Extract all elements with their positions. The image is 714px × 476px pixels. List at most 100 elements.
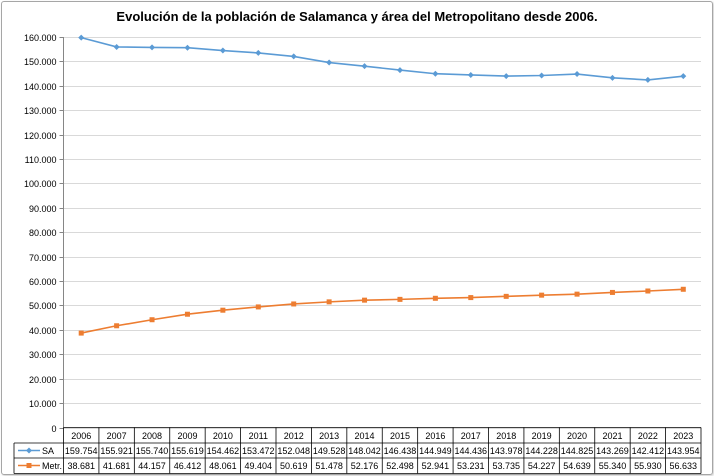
data-table-value: 56.633 <box>670 461 698 471</box>
data-table-value: 38.681 <box>67 461 95 471</box>
data-table-value: 154.462 <box>207 446 240 456</box>
x-category-label: 2023 <box>673 431 693 441</box>
data-point <box>149 317 155 323</box>
data-point <box>609 74 616 81</box>
data-point <box>78 34 85 41</box>
data-point <box>680 73 687 80</box>
legend-marker <box>26 447 32 454</box>
y-tick-label: 10.000 <box>29 399 57 409</box>
data-table-value: 52.498 <box>386 461 414 471</box>
data-table-value: 144.228 <box>525 446 558 456</box>
data-table-value: 52.941 <box>422 461 450 471</box>
data-table-value: 46.412 <box>174 461 202 471</box>
x-category-label: 2015 <box>390 431 410 441</box>
data-point <box>291 301 297 307</box>
data-table-value: 41.681 <box>103 461 131 471</box>
x-category-label: 2012 <box>284 431 304 441</box>
y-tick-label: 40.000 <box>29 326 57 336</box>
y-tick-label: 130.000 <box>24 106 57 116</box>
data-table-value: 50.619 <box>280 461 308 471</box>
legend-label: SA <box>42 446 54 456</box>
data-point <box>644 76 651 83</box>
data-point <box>220 307 226 313</box>
y-tick-label: 140.000 <box>24 82 57 92</box>
series-line-Metr. <box>81 288 684 334</box>
data-table-value: 148.042 <box>348 446 381 456</box>
data-table-value: 48.061 <box>209 461 237 471</box>
x-category-label: 2007 <box>107 431 127 441</box>
x-category-label: 2016 <box>425 431 445 441</box>
y-tick-label: 20.000 <box>29 375 57 385</box>
data-table-value: 144.949 <box>419 446 452 456</box>
y-tick-label: 30.000 <box>29 350 57 360</box>
data-point <box>609 289 615 295</box>
x-category-label: 2011 <box>249 431 268 441</box>
data-point <box>538 72 545 79</box>
data-table-value: 55.930 <box>634 461 662 471</box>
data-table-value: 49.404 <box>245 461 273 471</box>
data-table-value: 143.978 <box>490 446 523 456</box>
data-point <box>503 73 510 80</box>
data-table-value: 155.740 <box>136 446 169 456</box>
y-tick-label: 110.000 <box>25 155 57 165</box>
data-table-value: 143.269 <box>596 446 629 456</box>
data-table-value: 155.619 <box>171 446 204 456</box>
data-table-value: 52.176 <box>351 461 379 471</box>
data-point <box>432 70 439 77</box>
data-point <box>114 323 120 329</box>
data-table-value: 54.227 <box>528 461 556 471</box>
data-point <box>645 288 651 294</box>
data-point <box>255 49 262 56</box>
data-table-value: 153.472 <box>242 446 275 456</box>
y-tick-label: 70.000 <box>29 253 57 263</box>
x-category-label: 2019 <box>532 431 552 441</box>
data-table-value: 51.478 <box>315 461 343 471</box>
data-point <box>113 43 120 50</box>
data-point <box>467 71 474 78</box>
data-point <box>78 330 84 336</box>
data-point <box>326 59 333 66</box>
data-point <box>255 304 261 310</box>
legend-label: Metr. <box>42 461 62 471</box>
series-line-SA <box>81 36 684 81</box>
x-category-label: 2014 <box>355 431 375 441</box>
x-category-label: 2009 <box>177 431 197 441</box>
y-tick-label: 80.000 <box>29 228 57 238</box>
y-tick-label: 50.000 <box>29 301 57 311</box>
x-category-label: 2017 <box>461 431 481 441</box>
x-category-label: 2010 <box>213 431 233 441</box>
x-category-label: 2008 <box>142 431 162 441</box>
data-table-value: 144.825 <box>561 446 594 456</box>
chart-title: Evolución de la población de Salamanca y… <box>116 9 598 24</box>
legend-marker <box>26 463 32 468</box>
x-category-label: 2020 <box>567 431 587 441</box>
x-category-label: 2021 <box>602 431 622 441</box>
data-point <box>184 44 191 51</box>
y-tick-label: 90.000 <box>29 204 57 214</box>
x-category-label: 2013 <box>319 431 339 441</box>
data-point <box>539 292 545 298</box>
data-point <box>219 47 226 54</box>
data-point <box>290 53 297 60</box>
data-point <box>680 286 686 292</box>
data-point <box>397 296 403 302</box>
y-tick-label: 160.000 <box>24 33 57 43</box>
data-point <box>361 63 368 70</box>
y-tick-label: 120.000 <box>24 131 57 141</box>
x-category-label: 2018 <box>496 431 516 441</box>
data-table-value: 146.438 <box>384 446 417 456</box>
data-table-value: 44.157 <box>138 461 166 471</box>
y-tick-label: 100.000 <box>24 179 57 189</box>
y-tick-label: 150.000 <box>24 57 57 67</box>
data-table-value: 142.412 <box>632 446 665 456</box>
data-point <box>574 291 580 297</box>
data-table-value: 55.340 <box>599 461 627 471</box>
data-point <box>149 44 156 51</box>
x-category-label: 2022 <box>638 431 658 441</box>
data-point <box>468 295 474 301</box>
x-category-label: 2006 <box>71 431 91 441</box>
data-point <box>184 311 190 317</box>
data-table-value: 144.436 <box>455 446 488 456</box>
